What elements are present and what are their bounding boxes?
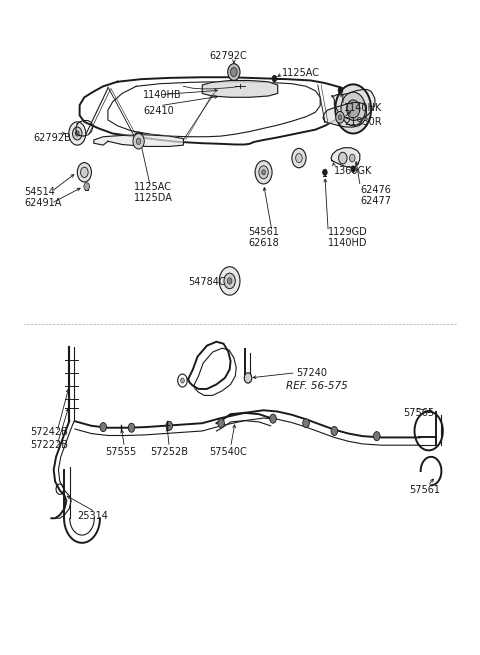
Circle shape [81, 167, 88, 178]
Circle shape [259, 166, 268, 179]
Circle shape [218, 419, 225, 428]
Text: 54561: 54561 [248, 227, 279, 237]
Circle shape [331, 426, 337, 436]
Circle shape [255, 160, 272, 184]
Circle shape [373, 432, 380, 441]
Polygon shape [94, 135, 183, 147]
Circle shape [69, 122, 86, 145]
Circle shape [75, 131, 79, 136]
Polygon shape [332, 90, 375, 121]
Circle shape [227, 278, 232, 284]
Text: 57240: 57240 [297, 367, 327, 378]
Text: 57561: 57561 [409, 485, 440, 495]
Text: 62476: 62476 [360, 185, 391, 195]
Text: 1140HB: 1140HB [144, 90, 182, 100]
Text: 57252B: 57252B [150, 447, 188, 457]
Circle shape [224, 273, 235, 289]
Text: 1140HK: 1140HK [344, 103, 382, 113]
Text: 1125AC: 1125AC [282, 68, 321, 79]
Circle shape [84, 183, 90, 191]
Text: 1140HD: 1140HD [328, 238, 368, 248]
Circle shape [228, 64, 240, 81]
Circle shape [338, 87, 343, 94]
Text: 62477: 62477 [360, 196, 391, 206]
Text: 25314: 25314 [77, 512, 108, 521]
Circle shape [338, 115, 342, 120]
Polygon shape [323, 102, 366, 127]
Circle shape [166, 421, 172, 430]
Circle shape [133, 134, 144, 149]
Text: 54514: 54514 [24, 187, 55, 196]
Text: 1360GK: 1360GK [335, 166, 372, 176]
Circle shape [77, 162, 91, 182]
Circle shape [303, 419, 309, 428]
Text: 1129GD: 1129GD [328, 227, 368, 237]
Text: 57555: 57555 [106, 447, 137, 457]
Circle shape [270, 414, 276, 423]
Text: 62792C: 62792C [209, 51, 247, 61]
Text: 1125AC: 1125AC [134, 181, 172, 191]
Circle shape [351, 166, 356, 172]
Circle shape [292, 149, 306, 168]
Circle shape [349, 154, 355, 162]
Circle shape [180, 378, 184, 383]
Circle shape [136, 138, 141, 145]
Text: 62410: 62410 [144, 106, 174, 116]
Text: 57540C: 57540C [209, 447, 247, 457]
Text: REF. 56-575: REF. 56-575 [286, 381, 348, 390]
Circle shape [335, 84, 371, 134]
Text: 62491A: 62491A [24, 198, 61, 208]
Circle shape [296, 153, 302, 162]
Text: 62618: 62618 [248, 238, 279, 248]
Circle shape [128, 423, 135, 432]
Circle shape [72, 127, 82, 140]
Text: 57222B: 57222B [30, 440, 68, 450]
Circle shape [244, 373, 252, 383]
Circle shape [336, 111, 344, 123]
Circle shape [100, 422, 107, 432]
Text: 21930R: 21930R [344, 117, 382, 127]
Circle shape [338, 152, 347, 164]
Polygon shape [331, 148, 360, 167]
Circle shape [262, 170, 265, 175]
Circle shape [230, 67, 237, 77]
Circle shape [219, 267, 240, 295]
Circle shape [341, 92, 365, 126]
Text: 57565: 57565 [403, 408, 434, 418]
Text: 62792B: 62792B [34, 133, 71, 143]
Text: 54784C: 54784C [188, 277, 226, 288]
Circle shape [272, 75, 277, 82]
Circle shape [323, 169, 327, 176]
Text: 57242B: 57242B [30, 427, 68, 438]
Polygon shape [202, 81, 278, 98]
Text: 1125DA: 1125DA [134, 193, 173, 203]
Circle shape [347, 100, 360, 118]
